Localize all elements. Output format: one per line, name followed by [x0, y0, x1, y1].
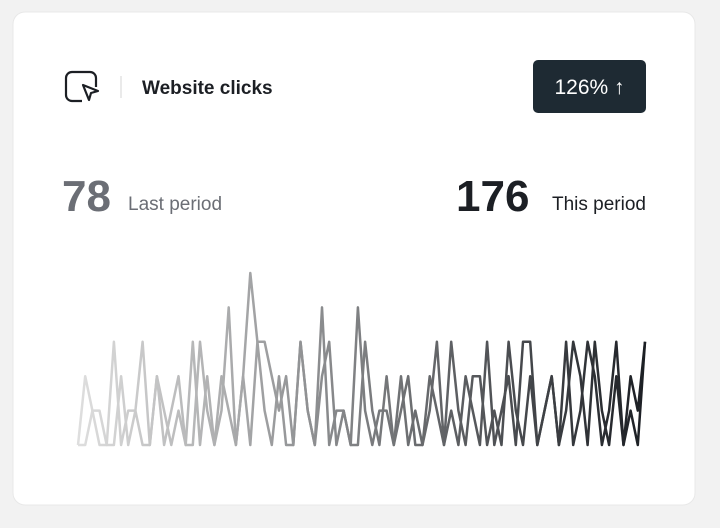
this-label: This period [552, 194, 646, 215]
sparkline [78, 306, 647, 447]
card-title: Website clicks [142, 78, 273, 99]
icon [64, 70, 100, 103]
badge-text: 126% ↑ [554, 76, 624, 99]
badge[interactable] [533, 60, 646, 113]
this-value: 176 [456, 172, 529, 221]
card [12, 11, 696, 506]
last-value: 78 [62, 172, 111, 221]
last-label: Last period [128, 194, 222, 215]
